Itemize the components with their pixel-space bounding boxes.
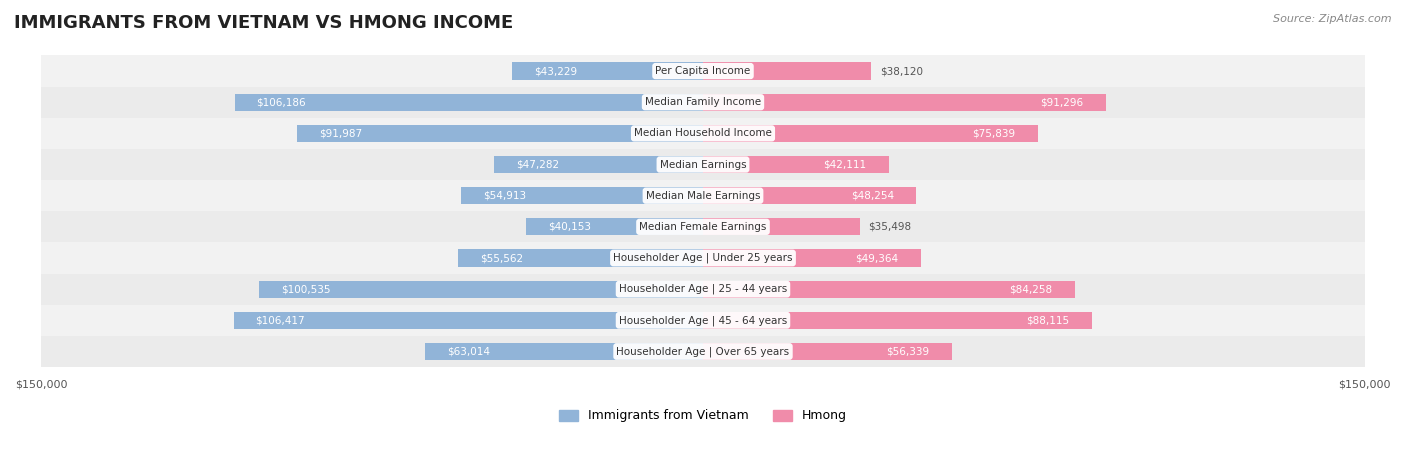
Text: Median Household Income: Median Household Income [634,128,772,138]
Bar [703,343,952,360]
Text: $106,417: $106,417 [256,315,305,325]
Bar [461,187,703,204]
Text: $84,258: $84,258 [1010,284,1053,294]
FancyBboxPatch shape [41,211,1365,242]
FancyBboxPatch shape [41,56,1365,87]
FancyBboxPatch shape [41,180,1365,211]
Text: $49,364: $49,364 [856,253,898,263]
Bar [703,94,1105,111]
Text: Median Male Earnings: Median Male Earnings [645,191,761,201]
Bar [297,125,703,142]
Text: Median Female Earnings: Median Female Earnings [640,222,766,232]
FancyBboxPatch shape [41,274,1365,305]
Bar [425,343,703,360]
Text: $56,339: $56,339 [886,347,929,356]
Bar [703,187,915,204]
Text: IMMIGRANTS FROM VIETNAM VS HMONG INCOME: IMMIGRANTS FROM VIETNAM VS HMONG INCOME [14,14,513,32]
Bar [703,218,859,235]
Text: $75,839: $75,839 [973,128,1015,138]
Text: $63,014: $63,014 [447,347,491,356]
Text: Median Family Income: Median Family Income [645,97,761,107]
Text: Householder Age | 25 - 44 years: Householder Age | 25 - 44 years [619,284,787,294]
Bar [703,312,1091,329]
Text: $55,562: $55,562 [479,253,523,263]
Legend: Immigrants from Vietnam, Hmong: Immigrants from Vietnam, Hmong [554,404,852,427]
Text: Median Earnings: Median Earnings [659,160,747,170]
FancyBboxPatch shape [41,87,1365,118]
Text: Source: ZipAtlas.com: Source: ZipAtlas.com [1274,14,1392,24]
Bar [703,63,872,80]
Text: $91,987: $91,987 [319,128,363,138]
Text: $40,153: $40,153 [548,222,591,232]
Text: $91,296: $91,296 [1040,97,1084,107]
FancyBboxPatch shape [41,242,1365,274]
Text: $100,535: $100,535 [281,284,330,294]
Text: $88,115: $88,115 [1026,315,1070,325]
Text: Householder Age | Under 25 years: Householder Age | Under 25 years [613,253,793,263]
Bar [512,63,703,80]
Text: $106,186: $106,186 [257,97,307,107]
Text: $42,111: $42,111 [824,160,866,170]
FancyBboxPatch shape [41,118,1365,149]
Text: $48,254: $48,254 [851,191,894,201]
FancyBboxPatch shape [41,336,1365,367]
Text: Householder Age | 45 - 64 years: Householder Age | 45 - 64 years [619,315,787,325]
Bar [235,94,703,111]
FancyBboxPatch shape [41,305,1365,336]
Text: Per Capita Income: Per Capita Income [655,66,751,76]
Text: $35,498: $35,498 [869,222,911,232]
Text: $43,229: $43,229 [534,66,578,76]
Bar [703,125,1038,142]
Bar [260,281,703,298]
Bar [233,312,703,329]
Text: $54,913: $54,913 [482,191,526,201]
Bar [458,249,703,267]
Text: $47,282: $47,282 [516,160,560,170]
Bar [703,249,921,267]
Bar [526,218,703,235]
Bar [703,281,1074,298]
Text: $38,120: $38,120 [880,66,922,76]
FancyBboxPatch shape [41,149,1365,180]
Bar [703,156,889,173]
Bar [495,156,703,173]
Text: Householder Age | Over 65 years: Householder Age | Over 65 years [616,346,790,357]
